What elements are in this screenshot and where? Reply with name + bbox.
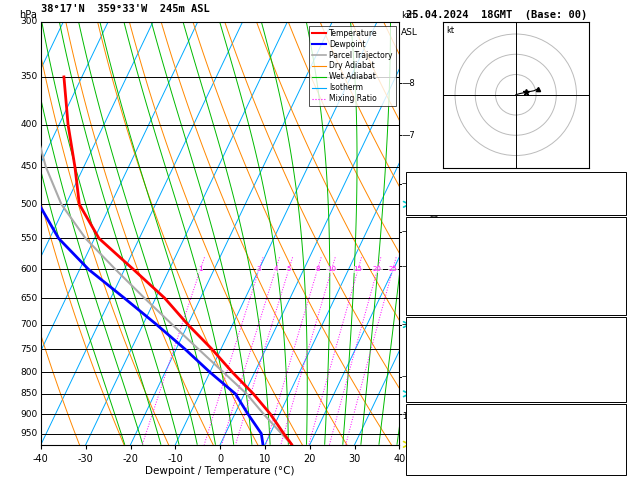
Text: 5: 5 <box>287 266 291 273</box>
Text: 15: 15 <box>353 266 362 273</box>
Text: StmSpd (kt)    16: StmSpd (kt) 16 <box>409 462 501 471</box>
Text: CIN (J)        93: CIN (J) 93 <box>409 303 501 312</box>
Text: SREH           38: SREH 38 <box>409 435 501 444</box>
Text: K              26: K 26 <box>409 175 501 184</box>
Text: —2: —2 <box>402 372 416 381</box>
Text: 1LCL: 1LCL <box>402 412 420 421</box>
Text: 38°17'N  359°33'W  245m ASL: 38°17'N 359°33'W 245m ASL <box>41 4 209 14</box>
Text: 300: 300 <box>20 17 37 26</box>
Text: 8: 8 <box>315 266 320 273</box>
Text: 400: 400 <box>20 120 37 129</box>
Text: 20: 20 <box>373 266 382 273</box>
Text: θₑ (K)         312: θₑ (K) 312 <box>409 348 506 357</box>
Text: Lifted Index   2: Lifted Index 2 <box>409 276 496 284</box>
Text: 900: 900 <box>20 410 37 419</box>
Text: —8: —8 <box>402 79 416 87</box>
Text: 650: 650 <box>20 294 37 303</box>
Text: 350: 350 <box>20 72 37 82</box>
Text: 550: 550 <box>20 234 37 243</box>
Text: —3: —3 <box>402 320 416 329</box>
Text: 500: 500 <box>20 200 37 209</box>
Text: hPa: hPa <box>19 10 37 20</box>
Text: 750: 750 <box>20 345 37 354</box>
Text: 25.04.2024  18GMT  (Base: 00): 25.04.2024 18GMT (Base: 00) <box>406 10 587 20</box>
Text: Surface: Surface <box>497 221 535 230</box>
Text: CIN (J)        93: CIN (J) 93 <box>409 389 501 398</box>
X-axis label: Dewpoint / Temperature (°C): Dewpoint / Temperature (°C) <box>145 467 295 476</box>
Text: EH             26: EH 26 <box>409 421 501 430</box>
Text: —4: —4 <box>402 262 416 271</box>
Text: 25: 25 <box>389 266 397 273</box>
Text: Hodograph: Hodograph <box>492 408 540 417</box>
Text: Pressure (mb) 979: Pressure (mb) 979 <box>409 335 501 344</box>
Text: —5: —5 <box>402 227 416 236</box>
Text: —7: —7 <box>402 131 416 139</box>
Text: Mixing Ratio (g/kg): Mixing Ratio (g/kg) <box>431 191 440 276</box>
Text: 800: 800 <box>20 368 37 377</box>
Text: 950: 950 <box>20 429 37 438</box>
Text: 1: 1 <box>198 266 203 273</box>
Text: StmDir         298°: StmDir 298° <box>409 449 511 457</box>
Text: CAPE (J)       14: CAPE (J) 14 <box>409 376 501 384</box>
Text: CAPE (J)       14: CAPE (J) 14 <box>409 289 501 298</box>
Legend: Temperature, Dewpoint, Parcel Trajectory, Dry Adiabat, Wet Adiabat, Isotherm, Mi: Temperature, Dewpoint, Parcel Trajectory… <box>309 26 396 106</box>
Text: 3: 3 <box>257 266 262 273</box>
Text: Totals Totals  48: Totals Totals 48 <box>409 189 501 198</box>
Text: km: km <box>401 11 415 20</box>
Text: Most Unstable: Most Unstable <box>481 321 551 330</box>
Text: 10: 10 <box>327 266 336 273</box>
Text: 4: 4 <box>274 266 278 273</box>
Text: θₑ(K)           312: θₑ(K) 312 <box>409 262 511 271</box>
Text: 600: 600 <box>20 265 37 274</box>
Text: kt: kt <box>446 26 454 35</box>
Text: ASL: ASL <box>401 28 418 37</box>
Text: 700: 700 <box>20 320 37 329</box>
Text: 450: 450 <box>20 162 37 171</box>
Text: 850: 850 <box>20 389 37 399</box>
Text: © weatheronline.co.uk: © weatheronline.co.uk <box>464 447 568 456</box>
Text: —1: —1 <box>402 410 416 419</box>
Text: Dewp (°C)      9.5: Dewp (°C) 9.5 <box>409 248 506 257</box>
Text: Temp (°C)      15.9: Temp (°C) 15.9 <box>409 235 511 243</box>
Text: PW (cm)        1.94: PW (cm) 1.94 <box>409 203 511 211</box>
Text: —6: —6 <box>402 179 416 188</box>
Text: Lifted Index   2: Lifted Index 2 <box>409 362 496 371</box>
